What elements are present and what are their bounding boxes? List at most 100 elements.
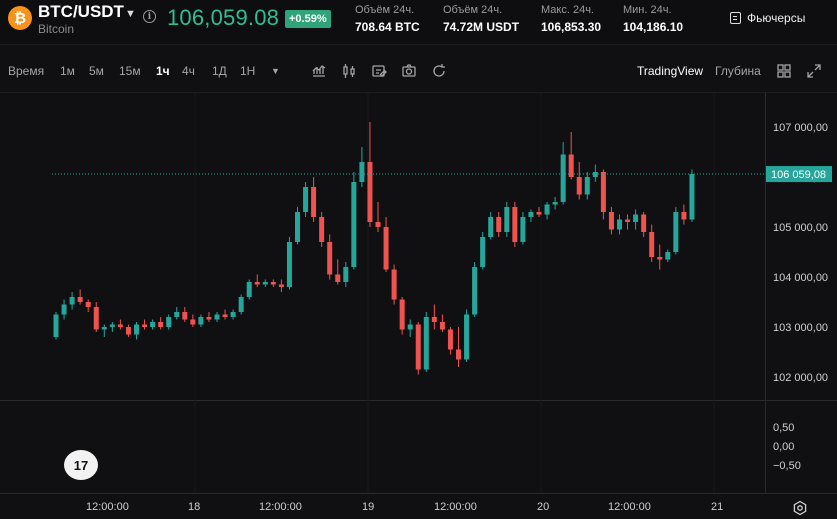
interval-5m[interactable]: 5м <box>89 64 104 78</box>
candle-body <box>464 314 470 360</box>
candle-body <box>270 282 276 285</box>
candle-body <box>93 307 99 330</box>
candle-body <box>520 217 526 242</box>
settings-icon[interactable] <box>792 500 808 516</box>
stat-value: 74.72M USDT <box>443 20 520 34</box>
candle-body <box>423 317 429 370</box>
drawings-icon[interactable] <box>371 63 387 79</box>
stat-volume-btc: Объём 24ч. 708.64 BTC <box>355 4 420 34</box>
candle-body <box>230 312 236 317</box>
candle-body <box>278 284 284 287</box>
stat-label: Объём 24ч. <box>443 4 503 16</box>
chart-toolbar: Время 1м 5м 15м 1ч 4ч 1Д 1Н ▼ TradingVie… <box>0 52 837 93</box>
candle-body <box>222 314 228 317</box>
candle-body <box>689 174 695 220</box>
candle-body <box>496 217 502 232</box>
indicators-icon[interactable] <box>311 63 327 79</box>
futures-link[interactable]: Фьючерсы <box>730 11 805 25</box>
candle-type-icon[interactable] <box>341 63 357 79</box>
stat-low: Мин. 24ч. 104,186.10 <box>623 4 683 34</box>
candle-body <box>633 214 639 222</box>
candle-body <box>375 222 381 227</box>
interval-1w[interactable]: 1Н <box>240 64 256 78</box>
candle-body <box>391 269 397 300</box>
candle-body <box>568 154 574 177</box>
indicator-tick-label: 0,00 <box>773 441 794 453</box>
candle-body <box>617 219 622 230</box>
candle-body <box>85 302 91 307</box>
x-label: 20 <box>537 501 550 513</box>
interval-15m[interactable]: 15м <box>119 64 141 78</box>
candle-body <box>415 324 421 370</box>
bitcoin-logo-icon: ₿ <box>8 6 32 30</box>
interval-1h[interactable]: 1ч <box>156 64 170 78</box>
candle-body <box>238 297 244 312</box>
candle-body <box>335 274 341 282</box>
futures-icon <box>730 12 741 24</box>
tab-depth[interactable]: Глубина <box>715 64 761 78</box>
candle-body <box>254 282 260 285</box>
tab-tradingview[interactable]: TradingView <box>637 64 704 78</box>
candle-body <box>576 177 582 195</box>
interval-more-icon[interactable]: ▼ <box>271 66 280 76</box>
candle-body <box>351 182 357 267</box>
interval-1m[interactable]: 1м <box>60 64 75 78</box>
candle-body <box>681 212 687 220</box>
stat-label: Макс. 24ч. <box>541 4 594 16</box>
grid-layout-icon[interactable] <box>776 63 792 79</box>
reload-icon[interactable] <box>431 63 447 79</box>
caret-down-icon[interactable]: ▼ <box>125 8 136 20</box>
candle-body <box>327 242 333 275</box>
x-label: 12:00:00 <box>259 501 302 513</box>
x-label: 12:00:00 <box>608 501 651 513</box>
candle-body <box>198 317 204 325</box>
candle-body <box>190 319 196 325</box>
candle-body <box>319 217 325 242</box>
candle-body <box>134 324 139 335</box>
candle-body <box>625 219 631 222</box>
candle-body <box>101 327 107 330</box>
candle-body <box>206 317 212 320</box>
candle-body <box>142 324 148 327</box>
stat-high: Макс. 24ч. 106,853.30 <box>541 4 601 34</box>
candle-body <box>182 312 188 320</box>
candle-body <box>311 187 317 217</box>
camera-icon[interactable] <box>401 63 417 79</box>
candle-body <box>367 162 373 222</box>
time-label[interactable]: Время <box>8 64 45 78</box>
interval-4h[interactable]: 4ч <box>182 64 195 78</box>
candle-body <box>504 207 510 232</box>
candle-body <box>439 322 445 330</box>
candle-body <box>544 204 550 215</box>
time-axis[interactable]: 12:00:00 18 12:00:00 19 12:00:00 20 12:0… <box>0 493 837 519</box>
candle-body <box>673 212 679 252</box>
x-label: 18 <box>188 501 201 513</box>
tradingview-logo-icon[interactable]: 17 <box>64 450 98 480</box>
pair-selector[interactable]: BTC/USDT <box>38 2 124 21</box>
candle-body <box>150 322 156 327</box>
futures-label: Фьючерсы <box>747 11 806 25</box>
candle-body <box>488 217 494 237</box>
candle-body <box>286 242 292 287</box>
candle-body <box>262 282 268 285</box>
candle-body <box>641 214 647 232</box>
info-icon[interactable]: i <box>143 10 156 23</box>
fullscreen-icon[interactable] <box>806 63 822 79</box>
price-tick-label: 103 000,00 <box>773 322 828 334</box>
indicator-tick-label: 0,50 <box>773 422 794 434</box>
candle-body <box>657 257 663 260</box>
current-price-label: 106 059,08 <box>771 169 826 181</box>
candle-body <box>246 282 252 297</box>
candle-body <box>399 299 405 330</box>
stat-value: 104,186.10 <box>623 20 684 34</box>
candle-body <box>512 207 518 242</box>
candle-body <box>472 267 478 315</box>
candle-body <box>480 237 486 267</box>
candle-body <box>584 177 590 195</box>
price-tick-label: 104 000,00 <box>773 272 828 284</box>
interval-1d[interactable]: 1Д <box>212 64 227 78</box>
candle-body <box>125 327 131 335</box>
candle-body <box>560 154 566 202</box>
